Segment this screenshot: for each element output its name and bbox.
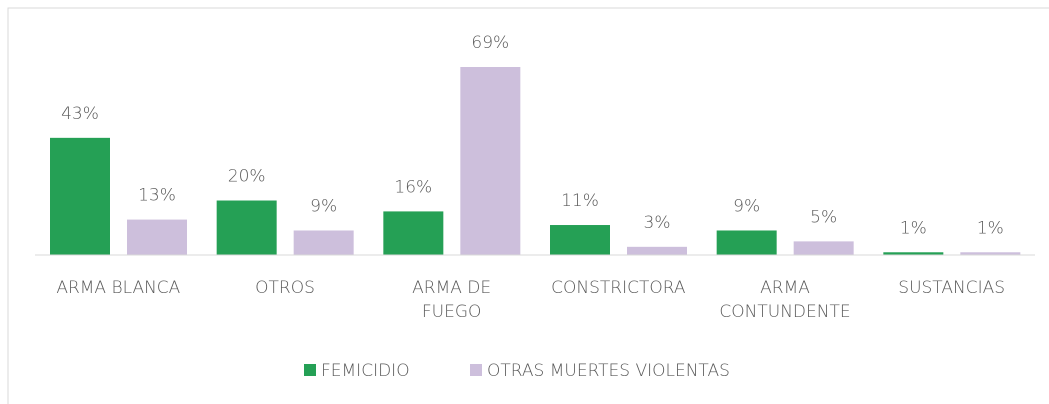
bar (883, 252, 944, 255)
data-label: 5% (810, 207, 837, 227)
x-tick-label: CONSTRICTORA (551, 278, 686, 298)
legend-label: FEMICIDIO (321, 361, 410, 381)
data-label: 9% (310, 196, 337, 216)
data-label: 1% (977, 218, 1004, 238)
x-tick-label: ARMA DE FUEGO (412, 278, 492, 322)
x-tick-label: ARMA CONTUNDENTE (719, 278, 851, 322)
bar (550, 225, 610, 255)
data-label: 43% (61, 104, 99, 124)
bar (293, 230, 354, 255)
data-label: 3% (644, 213, 671, 233)
data-label: 16% (394, 177, 432, 197)
bar (716, 230, 777, 255)
data-label: 9% (733, 196, 760, 216)
x-tick-label: SUSTANCIAS (898, 278, 1006, 298)
legend-label: OTRAS MUERTES VIOLENTAS (487, 361, 730, 381)
data-label: 1% (900, 218, 927, 238)
data-label: 20% (228, 167, 266, 187)
legend-swatch (470, 364, 482, 376)
x-tick-label: OTROS (255, 278, 315, 298)
bar (216, 200, 277, 255)
data-label: 69% (471, 33, 509, 53)
bar (627, 246, 687, 255)
bar (383, 211, 444, 255)
data-label: 13% (138, 186, 176, 206)
bar (50, 137, 110, 255)
frame (7, 7, 1049, 404)
bar (793, 241, 854, 255)
bar (960, 252, 1021, 255)
data-label: 11% (561, 191, 599, 211)
bar (127, 219, 187, 255)
legend-swatch (304, 364, 316, 376)
bar (460, 67, 521, 255)
x-tick-label: ARMA BLANCA (56, 278, 181, 298)
